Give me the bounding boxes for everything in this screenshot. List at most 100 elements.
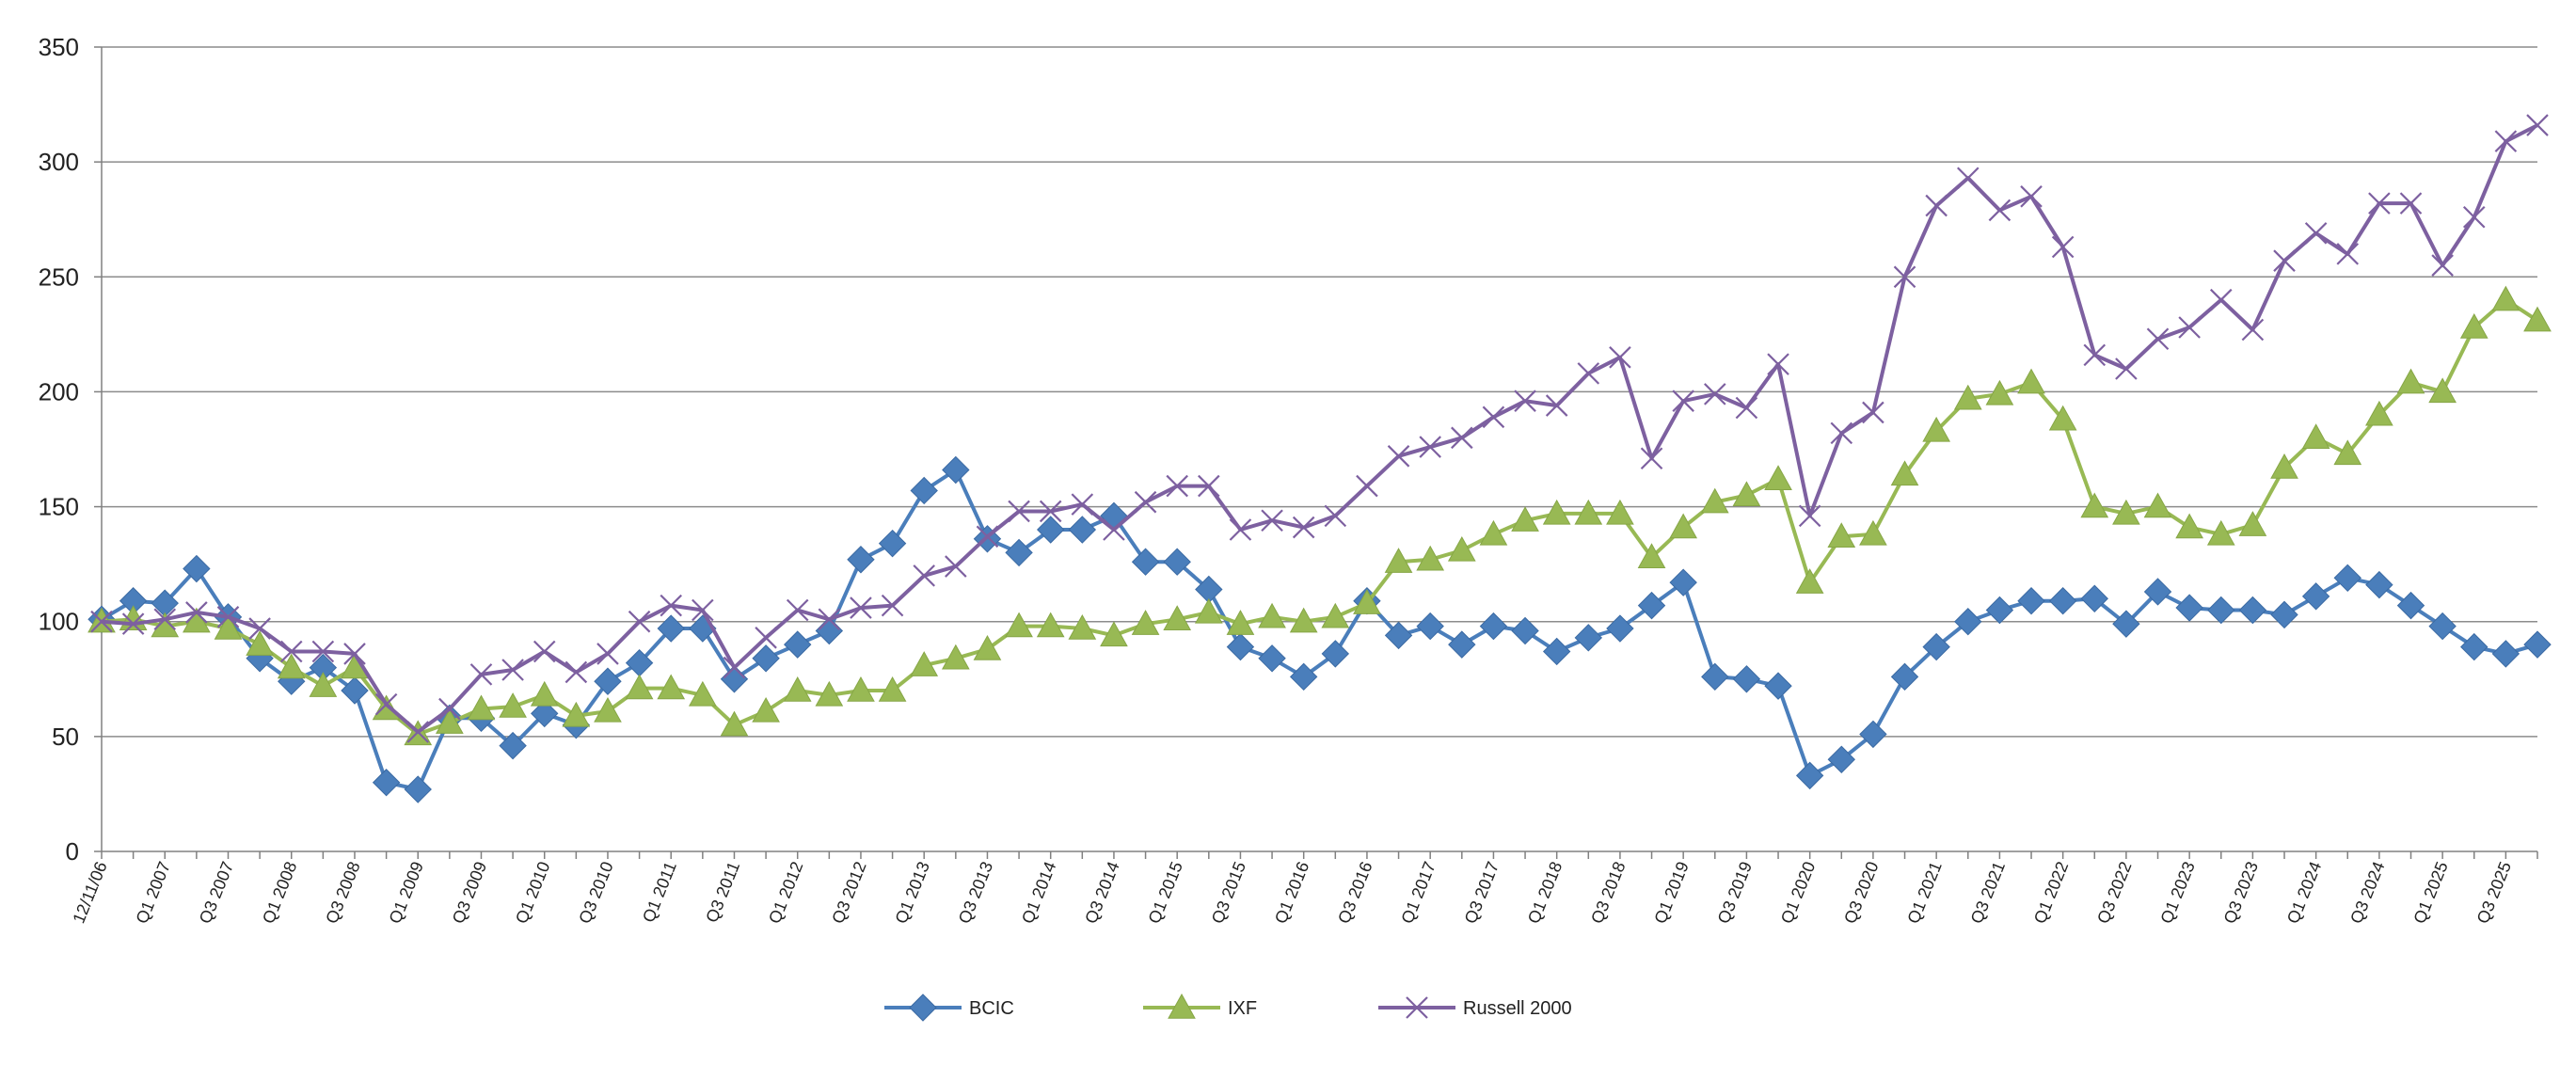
data-point-ixf [1511, 506, 1539, 532]
data-point-ixf [1321, 602, 1350, 628]
data-point-russell-2000 [1609, 346, 1631, 369]
data-point-russell-2000 [501, 659, 524, 681]
data-point-russell-2000 [723, 656, 746, 679]
data-point-ixf [1764, 465, 1792, 490]
data-point-russell-2000 [1324, 504, 1347, 528]
data-point-bcic [594, 667, 622, 695]
data-point-russell-2000 [1387, 445, 1410, 468]
data-point-russell-2000 [1988, 199, 2012, 222]
data-point-ixf [1036, 612, 1065, 638]
data-point-russell-2000 [2273, 249, 2296, 272]
data-point-bcic [1416, 612, 1444, 641]
data-point-bcic [1985, 596, 2014, 625]
data-point-ixf [1447, 535, 1476, 562]
data-point-ixf [2048, 405, 2077, 431]
data-point-ixf [815, 680, 844, 707]
data-point-russell-2000 [2494, 130, 2518, 152]
data-point-russell-2000 [1356, 474, 1378, 498]
data-point-russell-2000 [1767, 353, 1789, 375]
data-point-bcic [1795, 761, 1824, 790]
data-point-russell-2000 [1735, 396, 1758, 420]
data-point-ixf [2459, 312, 2489, 339]
data-point-ixf [878, 676, 907, 702]
data-point-ixf [2428, 377, 2457, 404]
data-point-ixf [1005, 612, 1033, 638]
data-point-russell-2000 [1925, 194, 1948, 217]
data-point-bcic [720, 665, 749, 693]
y-tick-label: 50 [52, 723, 79, 751]
data-point-bcic [1258, 644, 1286, 673]
data-point-ixf [1479, 519, 1508, 546]
data-point-bcic [2523, 630, 2552, 659]
data-point-russell-2000 [1545, 394, 1568, 417]
data-point-bcic [1701, 662, 1729, 691]
data-point-bcic [2270, 600, 2298, 629]
data-point-bcic [1163, 548, 1191, 576]
data-point-ixf [2270, 453, 2298, 479]
data-point-bcic [1068, 516, 1097, 544]
data-point-ixf [2112, 499, 2140, 525]
data-point-russell-2000 [90, 610, 113, 633]
legend-marker-ixf [1168, 993, 1196, 1019]
data-point-russell-2000 [1514, 389, 1536, 412]
data-point-ixf [2333, 439, 2362, 466]
data-point-russell-2000 [1292, 516, 1315, 539]
series-bcic [87, 455, 2552, 803]
data-point-bcic [2112, 610, 2140, 638]
data-point-russell-2000 [279, 640, 303, 663]
data-point-bcic [910, 476, 938, 505]
data-point-bcic [2396, 591, 2425, 620]
data-point-bcic [878, 529, 907, 558]
data-point-bcic [1005, 538, 1033, 567]
data-point-bcic [1226, 632, 1255, 661]
data-point-ixf [973, 634, 1002, 660]
data-point-russell-2000 [1008, 500, 1030, 523]
data-point-ixf [2080, 492, 2109, 518]
data-point-russell-2000 [2209, 288, 2233, 311]
data-point-bcic [2428, 612, 2457, 641]
data-point-ixf [1194, 597, 1223, 624]
data-point-bcic [1036, 516, 1065, 544]
data-point-bcic [1732, 665, 1761, 693]
data-point-russell-2000 [121, 612, 145, 635]
y-tick-label: 300 [39, 148, 79, 176]
data-point-ixf [1637, 543, 1666, 569]
data-point-bcic [1511, 616, 1539, 645]
data-point-russell-2000 [2241, 318, 2265, 342]
series-russell-2000 [90, 114, 2549, 743]
legend-item-russell-2000: Russell 2000 [1378, 996, 1572, 1019]
data-point-russell-2000 [945, 555, 967, 578]
data-point-bcic [1289, 662, 1318, 691]
y-tick-label: 250 [39, 262, 79, 291]
data-point-ixf [1258, 602, 1286, 628]
data-point-russell-2000 [2526, 114, 2549, 136]
data-point-bcic [2080, 584, 2108, 612]
data-point-ixf [752, 696, 780, 723]
data-point-ixf [2491, 285, 2520, 311]
data-point-russell-2000 [692, 598, 714, 622]
data-point-bcic [1606, 614, 1634, 643]
data-point-ixf [499, 692, 527, 718]
data-point-russell-2000 [248, 617, 271, 640]
data-point-russell-2000 [2146, 327, 2170, 351]
data-point-russell-2000 [185, 601, 208, 624]
data-point-bcic [2017, 587, 2045, 615]
legend-item-ixf: IXF [1143, 993, 1257, 1019]
data-point-russell-2000 [1577, 362, 1600, 385]
data-point-ixf [2301, 423, 2330, 449]
data-point-ixf [1795, 568, 1824, 594]
data-point-ixf [277, 653, 306, 679]
data-point-russell-2000 [786, 598, 809, 622]
data-point-bcic [2301, 582, 2330, 611]
data-point-bcic [1922, 632, 1950, 661]
data-point-russell-2000 [406, 721, 430, 743]
data-point-ixf [910, 651, 939, 676]
data-point-ixf [1890, 460, 1919, 486]
data-point-bcic [1384, 621, 1413, 650]
data-point-russell-2000 [374, 692, 398, 716]
data-point-russell-2000 [2115, 358, 2138, 380]
data-point-russell-2000 [1830, 421, 1853, 445]
data-point-ixf [1068, 614, 1097, 640]
gridlines [102, 46, 2537, 738]
